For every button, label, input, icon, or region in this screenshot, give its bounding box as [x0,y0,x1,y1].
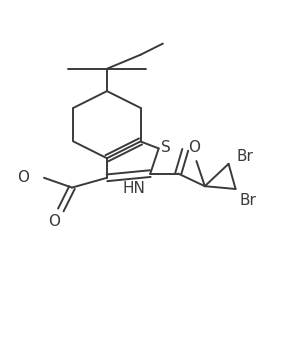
Text: O: O [189,140,201,155]
Text: S: S [162,140,171,155]
Text: HN: HN [123,181,146,196]
Text: Br: Br [237,149,254,164]
Text: O: O [48,214,60,229]
Text: O: O [17,170,29,185]
Text: Br: Br [240,193,257,208]
